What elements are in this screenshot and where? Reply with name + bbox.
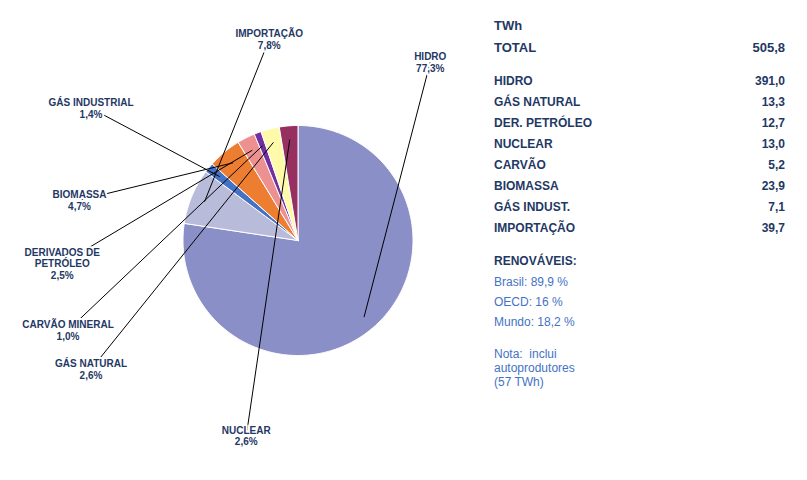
html-text:BIOMASSA: BIOMASSA <box>494 179 559 193</box>
html-text:OECD: 16 %: OECD: 16 % <box>494 295 563 309</box>
html-text:CARVÃO: CARVÃO <box>494 158 546 172</box>
html-text:Mundo: 18,2 %: Mundo: 18,2 % <box>494 315 575 329</box>
html-text:Nota: inclui autoprodutores (5: Nota: inclui autoprodutores (57 TWh) <box>494 347 575 389</box>
html-text:5,2: 5,2 <box>768 158 785 172</box>
html-text:NUCLEAR: NUCLEAR <box>494 137 553 151</box>
svg-text:DERIVADOS DEPETRÓLEO2,5%: DERIVADOS DEPETRÓLEO2,5% <box>25 247 101 281</box>
html-text:RENOVÁVEIS:: RENOVÁVEIS: <box>494 254 577 268</box>
svg-text:GÁS INDUSTRIAL1,4%: GÁS INDUSTRIAL1,4% <box>49 96 134 120</box>
svg-text:CARVÃO MINERAL1,0%: CARVÃO MINERAL1,0% <box>22 318 113 342</box>
html-text:TWh: TWh <box>494 18 523 33</box>
html-text:23,9: 23,9 <box>761 179 785 193</box>
html-text:39,7: 39,7 <box>761 221 785 235</box>
html-text:505,8: 505,8 <box>752 40 785 55</box>
svg-text:NUCLEAR2,6%: NUCLEAR2,6% <box>222 425 272 448</box>
svg-text:GÁS NATURAL2,6%: GÁS NATURAL2,6% <box>55 357 127 381</box>
html-text:IMPORTAÇÃO: IMPORTAÇÃO <box>494 221 576 235</box>
html-text:DER. PETRÓLEO: DER. PETRÓLEO <box>494 116 592 130</box>
html-text:7,1: 7,1 <box>768 200 785 214</box>
html-text:TOTAL: TOTAL <box>494 40 537 55</box>
html-text:13,0: 13,0 <box>761 137 785 151</box>
html-text:GÁS NATURAL: GÁS NATURAL <box>494 95 581 109</box>
svg-text:HIDRO77,3%: HIDRO77,3% <box>414 51 446 74</box>
svg-text:BIOMASSA4,7%: BIOMASSA4,7% <box>53 189 107 212</box>
html-text:Brasil: 89,9 %: Brasil: 89,9 % <box>494 275 568 289</box>
html-text:13,3: 13,3 <box>761 95 785 109</box>
html-text:12,7: 12,7 <box>761 116 785 130</box>
html-text:391,0: 391,0 <box>755 74 785 88</box>
html-text:HIDRO: HIDRO <box>494 74 533 88</box>
html-text:GÁS INDUST.: GÁS INDUST. <box>494 200 570 214</box>
svg-text:IMPORTAÇÃO7,8%: IMPORTAÇÃO7,8% <box>235 27 303 51</box>
